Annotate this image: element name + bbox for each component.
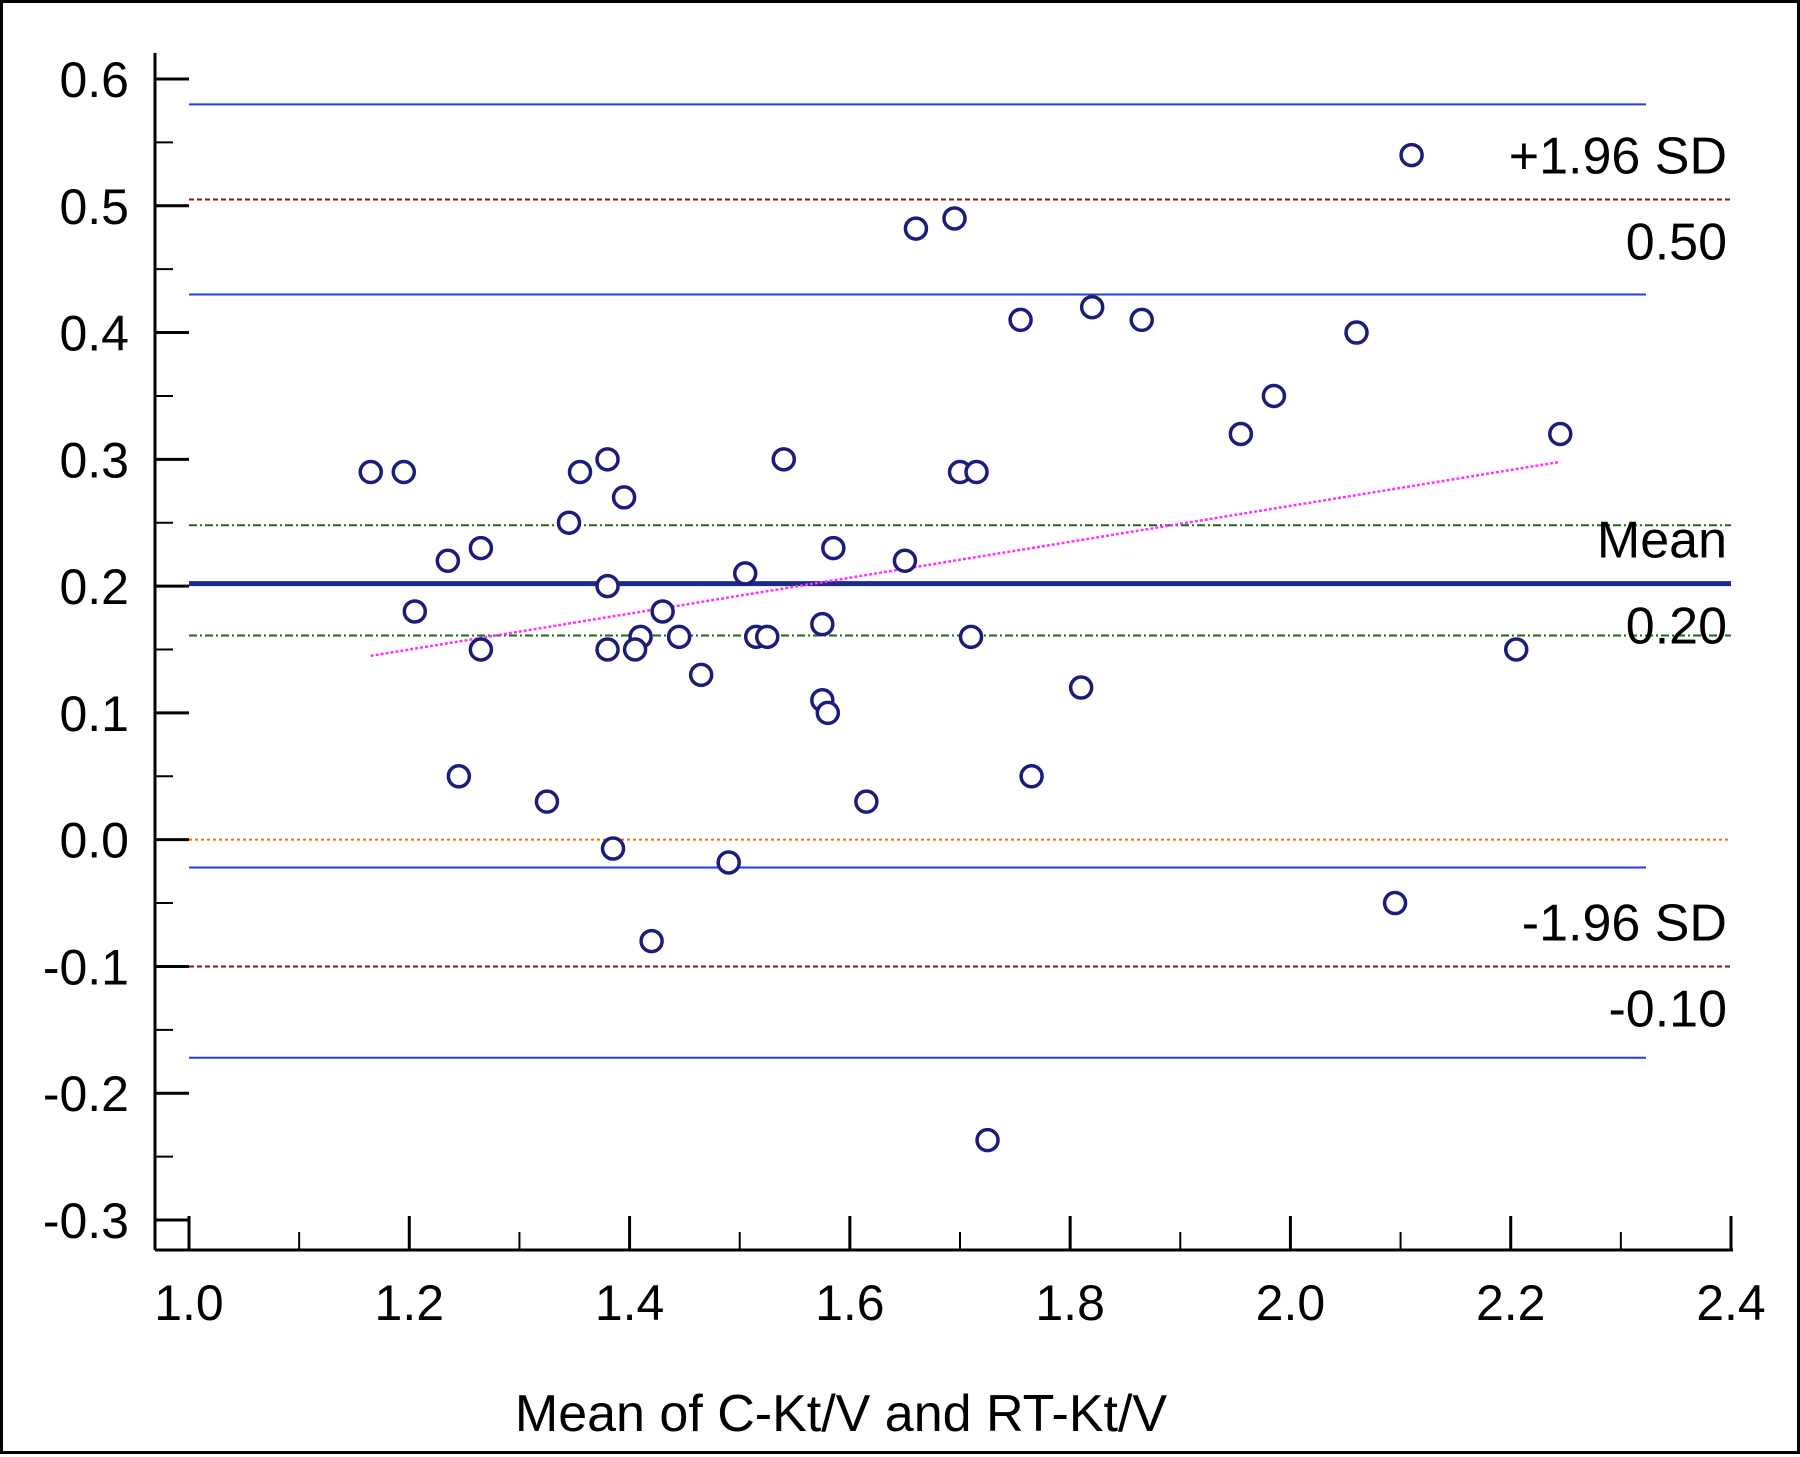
data-point xyxy=(1548,421,1573,447)
mean-value-label: 0.20 xyxy=(1626,598,1727,656)
upper-loa-value-label: 0.50 xyxy=(1626,213,1727,271)
regression-line xyxy=(370,460,1561,658)
data-point xyxy=(958,624,984,650)
x-tick-label: 1.4 xyxy=(595,1275,665,1331)
data-point xyxy=(942,206,967,231)
data-point xyxy=(1399,142,1424,168)
data-point xyxy=(821,535,846,561)
x-tick-label: 1.0 xyxy=(154,1275,224,1331)
y-tick-label: 0.4 xyxy=(59,306,129,362)
data-point xyxy=(650,599,675,624)
data-point xyxy=(755,624,780,650)
y-tick-label: 0.1 xyxy=(59,686,129,742)
y-tick-label: 0.2 xyxy=(59,559,129,615)
data-point xyxy=(534,789,560,814)
data-point xyxy=(622,637,648,662)
data-point xyxy=(1008,307,1033,333)
bland-altman-plot: 0.6 0.5 0.4 0.3 0.2 0.1 0.0 -0.1 -0.2 -0.3 1.0 1.2 1… xyxy=(43,52,1766,1443)
data-point xyxy=(468,637,494,662)
data-point xyxy=(1129,307,1154,333)
data-point xyxy=(595,637,620,662)
data-point xyxy=(892,548,918,574)
data-point xyxy=(446,764,472,789)
data-point xyxy=(600,836,626,861)
data-point xyxy=(771,447,797,472)
data-point xyxy=(556,510,582,535)
data-point xyxy=(1503,637,1529,662)
y-tick-label: 0.3 xyxy=(59,432,129,488)
data-point xyxy=(903,216,929,241)
y-tick-label: 0.5 xyxy=(59,179,129,235)
y-tick-label: -0.1 xyxy=(43,939,129,995)
data-point xyxy=(1228,421,1254,447)
data-point xyxy=(732,561,758,586)
y-tick-label: -0.2 xyxy=(43,1066,129,1122)
data-point xyxy=(688,662,714,688)
data-point xyxy=(358,459,383,485)
x-tick-label: 1.2 xyxy=(375,1275,445,1331)
data-point xyxy=(468,535,494,561)
data-point xyxy=(1261,383,1287,409)
x-tick-label: 2.4 xyxy=(1696,1275,1766,1331)
x-tick-label: 1.6 xyxy=(815,1275,885,1331)
y-tick-label: 0.6 xyxy=(59,52,129,108)
data-point xyxy=(611,485,637,510)
mean-label: Mean xyxy=(1597,512,1727,570)
data-point xyxy=(435,548,461,574)
data-point xyxy=(595,573,620,599)
data-point xyxy=(595,447,620,472)
upper-loa-label: +1.96 SD xyxy=(1509,127,1727,185)
data-point xyxy=(815,700,841,726)
data-point xyxy=(810,611,835,637)
y-tick-label: 0.0 xyxy=(59,813,129,869)
x-tick-label: 2.0 xyxy=(1256,1275,1326,1331)
data-point xyxy=(391,459,417,485)
data-point xyxy=(964,459,989,485)
x-tick-label: 1.8 xyxy=(1035,1275,1105,1331)
data-point xyxy=(1382,890,1408,916)
data-point xyxy=(666,624,692,650)
x-tick-label: 2.2 xyxy=(1476,1275,1546,1331)
data-point xyxy=(402,599,428,624)
data-point xyxy=(639,928,664,954)
lower-loa-value-label: -0.10 xyxy=(1608,980,1727,1038)
data-point xyxy=(1344,320,1369,345)
lower-loa-label: -1.96 SD xyxy=(1522,894,1727,952)
y-tick-label: -0.3 xyxy=(43,1193,129,1249)
x-axis-title: Mean of C-Kt/V and RT-Kt/V xyxy=(515,1385,1168,1443)
data-point xyxy=(1019,764,1044,789)
data-point xyxy=(975,1127,1000,1153)
data-point xyxy=(1068,675,1094,700)
data-point xyxy=(1079,294,1105,320)
data-point xyxy=(854,789,879,814)
data-point xyxy=(567,459,593,485)
data-point xyxy=(716,850,741,875)
